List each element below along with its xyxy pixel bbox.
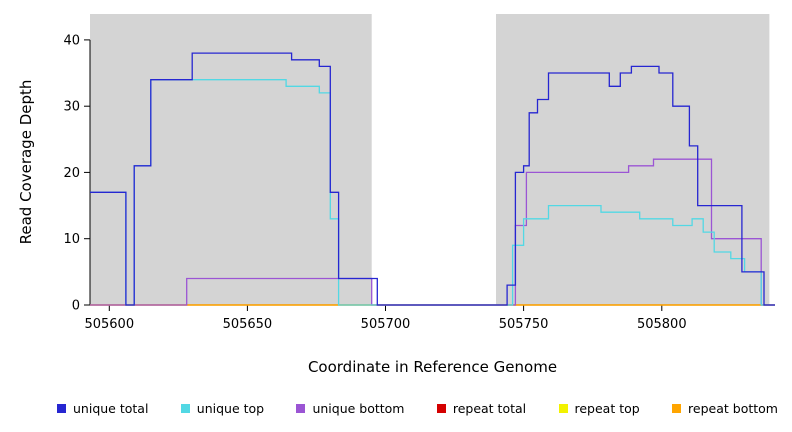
legend-label-repeat-top: repeat top	[574, 401, 640, 416]
x-tick-label: 505600	[84, 317, 134, 332]
legend-label-unique-bottom: unique bottom	[312, 401, 405, 416]
legend-item-repeat-bottom: repeat bottom	[672, 401, 778, 416]
y-tick-label: 0	[72, 299, 80, 314]
legend-label-repeat-bottom: repeat bottom	[688, 401, 778, 416]
legend-item-unique-bottom: unique bottom	[296, 401, 405, 416]
legend-item-repeat-total: repeat total	[436, 401, 527, 416]
y-tick-label: 10	[63, 232, 80, 247]
legend-swatch-repeat-total	[436, 404, 446, 413]
legend-item-unique-top: unique top	[180, 401, 265, 416]
x-tick-label: 505650	[223, 317, 273, 332]
legend: unique total unique top unique bottom repea…	[0, 401, 792, 416]
x-axis-title: Coordinate in Reference Genome	[307, 358, 558, 376]
y-tick-label: 30	[63, 100, 80, 115]
legend-label-repeat-total: repeat total	[452, 401, 527, 416]
shaded-region-2	[496, 14, 770, 305]
shaded-region-1	[90, 14, 372, 305]
legend-item-repeat-top: repeat top	[558, 401, 640, 416]
x-tick-label: 505700	[361, 317, 411, 332]
series-unique-total-line	[90, 52, 775, 306]
x-tick-label: 505800	[637, 317, 687, 332]
y-tick-label: 40	[63, 33, 80, 48]
legend-label-unique-total: unique total	[73, 401, 149, 416]
y-tick-label: 20	[63, 166, 80, 181]
legend-item-unique-total: unique total	[57, 401, 148, 416]
plot-area: 505600 505650 505700 505750 505800 0 10 20 30 40	[63, 14, 775, 332]
legend-swatch-unique-top	[180, 404, 190, 413]
legend-swatch-unique-bottom	[296, 404, 306, 413]
legend-swatch-unique-total	[57, 404, 66, 413]
legend-label-unique-top: unique top	[196, 401, 265, 416]
legend-swatch-repeat-top	[558, 404, 568, 413]
x-tick-label: 505750	[499, 317, 549, 332]
y-axis-title: Read Coverage Depth	[17, 79, 35, 245]
series-unique-top-line	[90, 79, 775, 306]
legend-swatch-repeat-bottom	[672, 404, 682, 413]
